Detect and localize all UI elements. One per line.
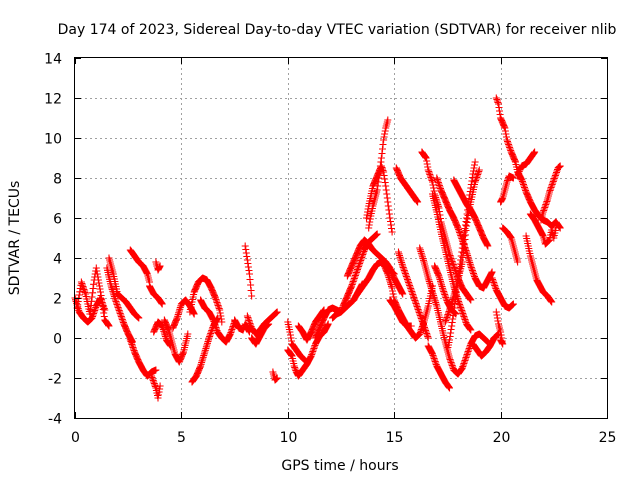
data-markers-sat08 <box>146 282 166 308</box>
y-tick-label: 14 <box>44 52 62 68</box>
series-sat39 <box>433 174 496 292</box>
data-markers-sat07 <box>148 372 164 402</box>
data-markers-sat34 <box>416 244 492 378</box>
series-sat21 <box>284 318 309 364</box>
data-markers-sat09 <box>152 258 164 274</box>
data-markers-sat39 <box>433 174 496 292</box>
data-markers-sat51 <box>526 210 560 248</box>
series-sat06 <box>126 336 160 380</box>
y-tick-label: 2 <box>53 292 62 308</box>
y-tick-label: -2 <box>48 372 62 388</box>
series-sat15 <box>197 296 239 346</box>
data-markers-sat50 <box>522 232 556 306</box>
series-sat48 <box>497 172 517 206</box>
x-tick-label: 0 <box>71 430 80 446</box>
series-sat16 <box>231 316 253 336</box>
data-markers-sat41 <box>443 158 479 354</box>
series-sat17 <box>241 242 256 300</box>
series-sat52 <box>537 162 564 224</box>
series-sat43 <box>469 330 502 360</box>
x-tick-label: 25 <box>599 430 617 446</box>
y-tick-label: 10 <box>44 132 62 148</box>
data-markers-sat36 <box>424 342 453 392</box>
series-sat29 <box>365 116 392 232</box>
y-tick-label: 6 <box>53 212 62 228</box>
y-tick-label: 4 <box>53 252 62 268</box>
data-markers-sat43 <box>469 330 502 360</box>
series-sat51 <box>526 210 560 248</box>
axis-ticks <box>75 58 608 419</box>
data-markers-sat06 <box>126 336 160 380</box>
series-sat07 <box>148 372 164 402</box>
x-tick-label: 5 <box>177 430 186 446</box>
x-tick-label: 10 <box>280 430 298 446</box>
data-markers-sat33 <box>395 248 432 342</box>
series-sat13 <box>186 274 226 326</box>
y-axis-label: SDTVAR / TECUs <box>7 181 23 296</box>
series-sat34 <box>416 244 492 378</box>
series-sat31 <box>386 296 415 330</box>
series-sat20 <box>269 368 281 384</box>
data-markers-sat44 <box>488 274 517 312</box>
data-markers-sat19 <box>248 320 273 348</box>
series-sat45 <box>492 308 507 348</box>
series-sat44 <box>488 274 517 312</box>
series-sat19 <box>248 320 273 348</box>
series-sat36 <box>424 342 453 392</box>
data-markers-sat31 <box>386 296 415 330</box>
data-markers-sat11 <box>160 316 192 366</box>
series-sat50 <box>522 232 556 306</box>
chart-title: Day 174 of 2023, Sidereal Day-to-day VTE… <box>58 22 617 38</box>
data-markers-sat15 <box>197 296 239 346</box>
y-tick-labels: -4 -2 0 2 4 6 8 10 12 14 <box>44 52 62 428</box>
grid-lines <box>75 58 607 418</box>
data-markers-sat29 <box>365 116 392 232</box>
x-tick-label: 20 <box>493 430 511 446</box>
data-markers-sat05 <box>126 246 153 286</box>
series-sat05 <box>126 246 153 286</box>
data-series <box>71 94 564 402</box>
data-markers-sat48 <box>497 172 517 206</box>
series-sat04 <box>105 254 143 322</box>
series-sat42 <box>450 176 492 250</box>
y-tick-label: 0 <box>53 332 62 348</box>
data-markers-sat49 <box>514 148 539 180</box>
data-markers-sat13 <box>186 274 226 326</box>
data-markers-sat23 <box>294 306 328 344</box>
series-sat49 <box>514 148 539 180</box>
series-sat33 <box>395 248 432 342</box>
series-sat09 <box>152 258 164 274</box>
x-axis-label: GPS time / hours <box>281 458 398 474</box>
x-tick-labels: 0 5 10 15 20 25 <box>71 430 616 446</box>
plot-frame <box>74 57 608 419</box>
y-tick-label: 8 <box>53 172 62 188</box>
data-markers-sat42 <box>450 176 492 250</box>
series-sat32 <box>392 164 422 206</box>
series-sat08 <box>146 282 166 308</box>
series-sat47 <box>499 224 522 266</box>
series-sat11 <box>160 316 192 366</box>
y-tick-label: 12 <box>44 92 62 108</box>
data-markers-sat16 <box>231 316 253 336</box>
data-markers-sat45 <box>492 308 507 348</box>
data-markers-sat20 <box>269 368 281 384</box>
series-sat41 <box>443 158 479 354</box>
data-markers-sat04 <box>105 254 143 322</box>
data-markers-sat47 <box>499 224 522 266</box>
data-markers-sat17 <box>241 242 256 300</box>
data-markers-sat52 <box>537 162 564 224</box>
x-tick-label: 15 <box>386 430 404 446</box>
series-sat23 <box>294 306 328 344</box>
data-markers-sat21 <box>284 318 309 364</box>
data-markers-sat32 <box>392 164 422 206</box>
y-tick-label: -4 <box>48 412 62 428</box>
